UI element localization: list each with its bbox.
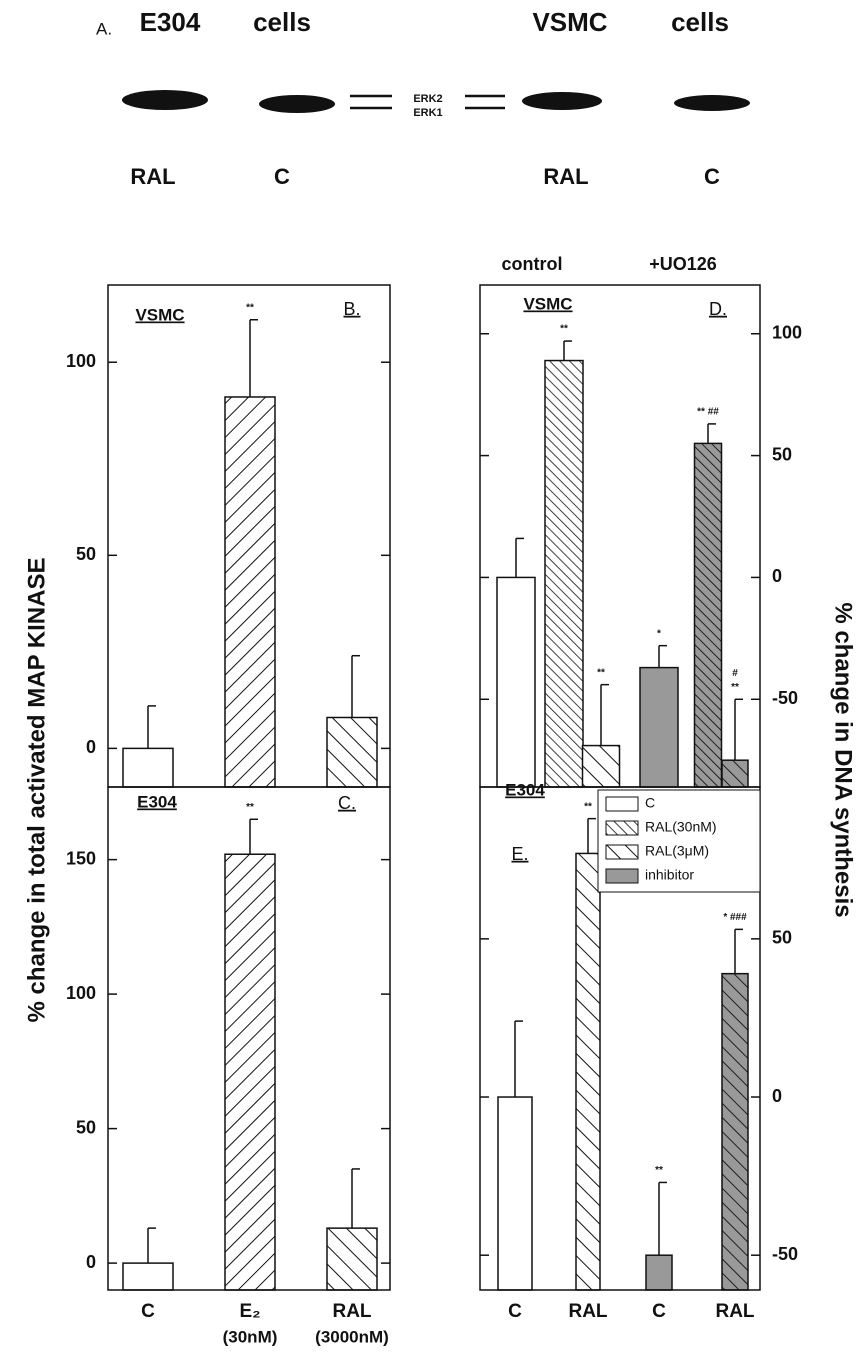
lane-label: RAL xyxy=(130,164,175,189)
y-tick-label: 100 xyxy=(66,983,96,1003)
significance-label: * ### xyxy=(723,912,747,923)
y-tick-label: 0 xyxy=(772,566,782,586)
bar xyxy=(498,1097,532,1290)
significance-label: ** xyxy=(731,682,739,693)
lane-label: RAL xyxy=(543,164,588,189)
cell-label: E304 xyxy=(137,792,177,811)
significance-label: ** xyxy=(584,801,592,812)
significance-label: ** ## xyxy=(697,407,719,418)
column-label: control xyxy=(502,254,563,274)
y-tick-label: 100 xyxy=(66,351,96,371)
y-tick-label: 100 xyxy=(772,322,802,342)
significance-label: # xyxy=(732,668,738,679)
panel-label: C. xyxy=(338,793,356,813)
bar xyxy=(123,1263,173,1290)
panel-label: E. xyxy=(511,844,528,864)
y-axis-label: % change in total activated MAP KINASE xyxy=(23,558,50,1023)
cell-label: VSMC xyxy=(523,294,572,313)
x-tick-label: C xyxy=(141,1301,155,1322)
significance-label: ** xyxy=(246,802,254,813)
bar xyxy=(576,853,600,1290)
legend-label: C xyxy=(645,795,655,811)
y2-axis-label: % change in DNA synthesis xyxy=(830,602,857,917)
x-tick-label: C xyxy=(508,1301,522,1322)
bar xyxy=(646,1255,672,1290)
blot-band xyxy=(674,95,750,111)
significance-label: ** xyxy=(655,1165,663,1176)
significance-label: ** xyxy=(246,302,254,313)
bar xyxy=(225,397,275,787)
blot-title: cells xyxy=(253,7,311,37)
legend-swatch xyxy=(606,869,638,883)
column-label: +UO126 xyxy=(649,254,717,274)
panel-label: D. xyxy=(709,299,727,319)
bar xyxy=(583,746,620,787)
x-tick-sublabel: (30nM) xyxy=(223,1327,278,1346)
significance-label: ** xyxy=(560,324,568,335)
cell-label: VSMC xyxy=(135,305,184,324)
bar xyxy=(545,361,583,787)
y-tick-label: 0 xyxy=(86,737,96,757)
cell-label: E304 xyxy=(505,780,545,799)
y-tick-label: 50 xyxy=(772,444,792,464)
page: A. E304 cells VSMC cells ERK2 ERK1 RAL C… xyxy=(0,0,858,1355)
legend-label: RAL(30nM) xyxy=(645,819,717,835)
y-tick-label: 0 xyxy=(86,1252,96,1272)
legend-swatch xyxy=(606,845,638,859)
lane-label: C xyxy=(704,164,720,189)
bar xyxy=(225,854,275,1290)
legend-swatch xyxy=(606,821,638,835)
bar xyxy=(722,760,748,787)
x-tick-label: E₂ xyxy=(239,1301,260,1322)
x-tick-label: RAL xyxy=(568,1301,607,1322)
significance-label: ** xyxy=(597,667,605,678)
bar xyxy=(695,443,722,787)
bar xyxy=(722,974,748,1290)
blot-title: E304 xyxy=(140,7,201,37)
bar xyxy=(327,1228,377,1290)
blot-band xyxy=(259,95,335,113)
blot-band xyxy=(122,90,208,110)
marker-label: ERK2 xyxy=(413,93,442,105)
y-tick-label: -50 xyxy=(772,1244,798,1264)
blot-band xyxy=(522,92,602,110)
x-tick-label: RAL xyxy=(332,1301,371,1322)
legend-swatch xyxy=(606,797,638,811)
y-tick-label: 0 xyxy=(772,1086,782,1106)
x-tick-label: RAL xyxy=(715,1301,754,1322)
y-tick-label: 50 xyxy=(76,544,96,564)
y-tick-label: 150 xyxy=(66,848,96,868)
panel-label: A. xyxy=(96,19,112,38)
bar xyxy=(497,577,535,787)
bar xyxy=(123,748,173,787)
blot-title: cells xyxy=(671,7,729,37)
panel-label: B. xyxy=(343,299,360,319)
significance-label: * xyxy=(657,628,661,639)
lane-label: C xyxy=(274,164,290,189)
bar xyxy=(327,717,377,787)
y-tick-label: 50 xyxy=(76,1117,96,1137)
y-tick-label: -50 xyxy=(772,688,798,708)
figure: A. E304 cells VSMC cells ERK2 ERK1 RAL C… xyxy=(0,0,858,1355)
blot-title: VSMC xyxy=(532,7,607,37)
bar xyxy=(640,668,678,787)
marker-label: ERK1 xyxy=(413,107,442,119)
legend-label: inhibitor xyxy=(645,867,694,883)
legend-label: RAL(3μM) xyxy=(645,843,709,859)
x-tick-label: C xyxy=(652,1301,666,1322)
x-tick-sublabel: (3000nM) xyxy=(315,1327,389,1346)
y-tick-label: 50 xyxy=(772,928,792,948)
